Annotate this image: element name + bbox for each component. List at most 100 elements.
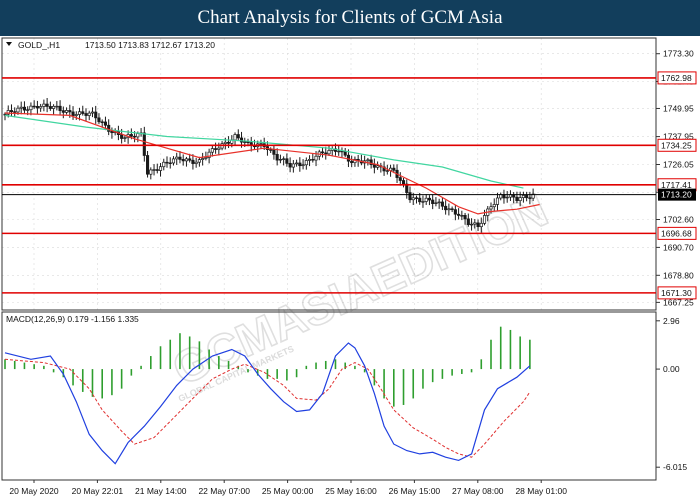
candle-body bbox=[372, 164, 376, 168]
candle-body bbox=[473, 222, 477, 225]
candle-body bbox=[16, 107, 20, 113]
candle-body bbox=[74, 114, 78, 116]
candle-body bbox=[434, 202, 438, 204]
candle-body bbox=[223, 141, 227, 144]
candle-body bbox=[26, 109, 30, 111]
candle-body bbox=[22, 106, 26, 111]
candle-body bbox=[314, 155, 318, 161]
candle-body bbox=[460, 215, 464, 217]
candle-body bbox=[489, 206, 493, 210]
candle-body bbox=[320, 151, 325, 154]
candle-body bbox=[120, 134, 124, 139]
x-tick-label: 21 May 14:00 bbox=[135, 486, 187, 496]
candle-body bbox=[427, 197, 431, 201]
candle-body bbox=[259, 143, 263, 145]
candle-body bbox=[184, 158, 188, 162]
x-tick-label: 20 May 22:01 bbox=[72, 486, 124, 496]
ohlc-label: 1713.50 1713.83 1712.67 1713.20 bbox=[85, 40, 215, 50]
candle-body bbox=[499, 194, 503, 199]
chart-title-banner: Chart Analysis for Clients of GCM Asia bbox=[0, 0, 700, 36]
level-tag bbox=[657, 286, 697, 300]
candle-body bbox=[217, 147, 221, 150]
candle-body bbox=[269, 149, 273, 151]
price-panel bbox=[3, 97, 540, 233]
candle-body bbox=[100, 121, 104, 123]
level-tag-label: 1717.41 bbox=[661, 180, 692, 190]
candle-body bbox=[447, 208, 451, 211]
candle-body bbox=[39, 106, 43, 109]
candle-body bbox=[424, 197, 428, 202]
y-tick-label: 1690.70 bbox=[663, 242, 694, 252]
level-tag bbox=[657, 71, 697, 85]
symbol-label: GOLD_,H1 bbox=[18, 40, 60, 50]
candle-body bbox=[343, 151, 347, 156]
candle-body bbox=[408, 192, 412, 201]
x-tick-label: 28 May 01:00 bbox=[515, 486, 567, 496]
candle-body bbox=[3, 113, 7, 116]
macd-signal-line bbox=[4, 358, 531, 458]
candle-body bbox=[204, 157, 208, 159]
candle-body bbox=[214, 148, 218, 150]
x-tick-label: 22 May 07:00 bbox=[198, 486, 250, 496]
candle-body bbox=[528, 197, 532, 199]
candle-body bbox=[110, 131, 114, 134]
candle-body bbox=[84, 113, 88, 116]
candle-body bbox=[525, 195, 529, 199]
candle-body bbox=[476, 222, 480, 228]
candle-body bbox=[158, 166, 163, 171]
candle-body bbox=[482, 215, 487, 224]
level-tag-label: 1762.98 bbox=[661, 73, 692, 83]
candle-body bbox=[366, 159, 370, 162]
candle-body bbox=[505, 196, 509, 199]
x-tick-label: 27 May 08:00 bbox=[452, 486, 504, 496]
level-tag-label: 1696.68 bbox=[661, 228, 692, 238]
chart-figure: GCMASIAEDITION GLOBAL CAPITAL MARKETS GO… bbox=[0, 36, 700, 500]
candle-body bbox=[168, 162, 172, 164]
candle-body bbox=[188, 158, 192, 161]
candle-body bbox=[327, 150, 331, 155]
candle-body bbox=[288, 163, 292, 168]
candle-body bbox=[71, 111, 75, 116]
candle-body bbox=[350, 160, 354, 164]
level-tag bbox=[657, 138, 697, 152]
time-axis: 20 May 2020 20 May 22:01 21 May 14:00 22 Ma… bbox=[9, 480, 567, 496]
candle-body bbox=[311, 159, 315, 161]
candle-body bbox=[94, 111, 98, 119]
candle-body bbox=[68, 110, 72, 113]
candle-body bbox=[201, 158, 205, 160]
candle-body bbox=[502, 194, 506, 199]
candle-body bbox=[97, 117, 101, 123]
candle-body bbox=[181, 159, 185, 162]
chart-menu-triangle-icon[interactable] bbox=[6, 42, 12, 46]
x-tick-label: 25 May 00:00 bbox=[262, 486, 314, 496]
candle-body bbox=[35, 105, 39, 109]
candle-body bbox=[444, 205, 448, 211]
candle-body bbox=[308, 159, 312, 161]
candle-body bbox=[129, 134, 133, 137]
candle-body bbox=[418, 197, 422, 203]
candle-body bbox=[13, 111, 17, 113]
y-tick-label: 1737.95 bbox=[663, 132, 694, 142]
candle-body bbox=[239, 137, 244, 143]
candle-body bbox=[107, 124, 111, 132]
candle-body bbox=[171, 158, 176, 164]
candle-body bbox=[291, 163, 295, 168]
candle-body bbox=[421, 201, 425, 203]
macd-panel bbox=[4, 326, 531, 465]
candle-body bbox=[55, 105, 59, 108]
candle-body bbox=[521, 195, 525, 198]
candle-body bbox=[304, 160, 308, 166]
y-tick-label: 1726.05 bbox=[663, 160, 694, 170]
candle-body bbox=[45, 103, 49, 107]
candle-body bbox=[236, 134, 240, 139]
x-tick-label: 25 May 16:00 bbox=[325, 486, 377, 496]
candle-body bbox=[175, 156, 179, 160]
candle-body bbox=[466, 218, 470, 226]
candle-body bbox=[149, 169, 153, 175]
level-tag bbox=[657, 226, 697, 240]
candle-body bbox=[61, 110, 65, 113]
candle-body bbox=[42, 103, 46, 107]
candle-body bbox=[9, 110, 14, 112]
candle-body bbox=[324, 152, 328, 155]
y-tick-label: 1678.80 bbox=[663, 270, 694, 280]
